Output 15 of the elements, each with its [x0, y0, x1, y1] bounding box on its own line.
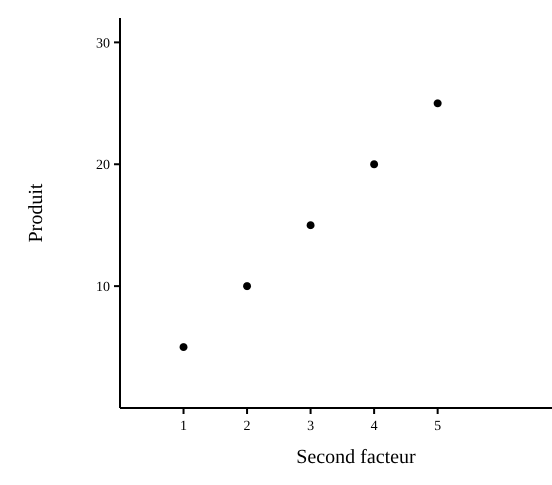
x-tick-label: 1 [180, 419, 188, 434]
point [243, 282, 252, 290]
x-tick-label: 5 [434, 419, 442, 434]
y-tick-label: 10 [96, 280, 110, 296]
point [180, 343, 188, 352]
x-axis-title: Second facteur [296, 446, 416, 468]
point [434, 99, 442, 108]
x-tick-label: 3 [307, 419, 314, 434]
y-axis-title: Produit [25, 183, 47, 242]
x-tick-label: 2 [244, 419, 251, 434]
x-tick-label: 4 [370, 419, 378, 434]
point [370, 160, 378, 168]
y-tick-label: 20 [96, 158, 110, 174]
point [306, 221, 315, 230]
y-tick-label: 30 [96, 36, 110, 52]
